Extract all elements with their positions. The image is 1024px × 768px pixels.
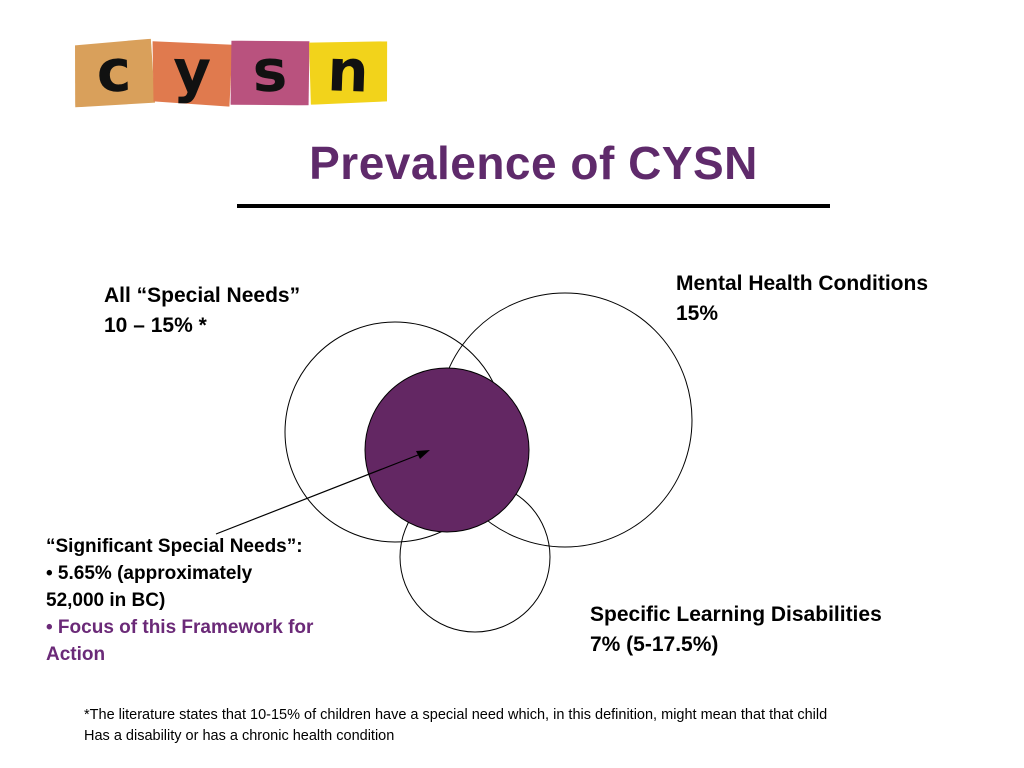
mental-health-value: 15% — [676, 302, 719, 325]
logo-tile-s: s — [229, 37, 310, 106]
title-underline — [237, 204, 830, 208]
significant-needs-bullet-1a: • 5.65% (approximately — [46, 563, 253, 584]
logo-tile-c: c — [73, 36, 156, 108]
significant-needs-bullet-1b: 52,000 in BC) — [46, 590, 166, 611]
learning-disabilities-value: 7% (5-17.5%) — [590, 633, 719, 656]
logo-tile-s-shape — [230, 40, 310, 106]
logo-tile-s-bg — [230, 40, 310, 106]
cysn-logo: c y s n — [72, 36, 389, 110]
footnote-line-2: Has a disability or has a chronic health… — [84, 728, 395, 744]
learning-disabilities-label: Specific Learning Disabilities 7% (5-17.… — [590, 600, 882, 660]
logo-tile-c-shape — [75, 38, 156, 108]
special-needs-value: 10 – 15% * — [104, 314, 207, 337]
mental-health-title: Mental Health Conditions — [676, 272, 928, 295]
footnote: *The literature states that 10-15% of ch… — [84, 705, 984, 747]
logo-tile-y-bg — [152, 41, 233, 107]
logo-tile-n-shape — [309, 41, 388, 105]
significant-needs-circle — [364, 367, 530, 533]
logo-tile-n: n — [307, 36, 389, 108]
footnote-line-1: *The literature states that 10-15% of ch… — [84, 707, 828, 723]
logo-tile-c-bg — [75, 38, 156, 108]
learning-disabilities-title: Specific Learning Disabilities — [590, 603, 882, 626]
logo-tile-y-shape — [152, 41, 233, 107]
significant-needs-heading: “Significant Special Needs”: — [46, 536, 303, 557]
special-needs-label: All “Special Needs” 10 – 15% * — [104, 281, 300, 341]
focus-bullet-b: Action — [46, 644, 106, 665]
logo-tile-n-bg — [309, 41, 388, 105]
significant-needs-label: “Significant Special Needs”: • 5.65% (ap… — [46, 533, 386, 668]
logo-tile-y: y — [151, 37, 233, 107]
mental-health-label: Mental Health Conditions 15% — [676, 269, 928, 329]
special-needs-title: All “Special Needs” — [104, 284, 301, 307]
page-title: Prevalence of CYSN — [309, 137, 758, 189]
focus-bullet-a: • Focus of this Framework for — [46, 617, 314, 638]
pointer-arrow-head — [416, 450, 430, 459]
pointer-arrow-line — [215, 454, 419, 535]
